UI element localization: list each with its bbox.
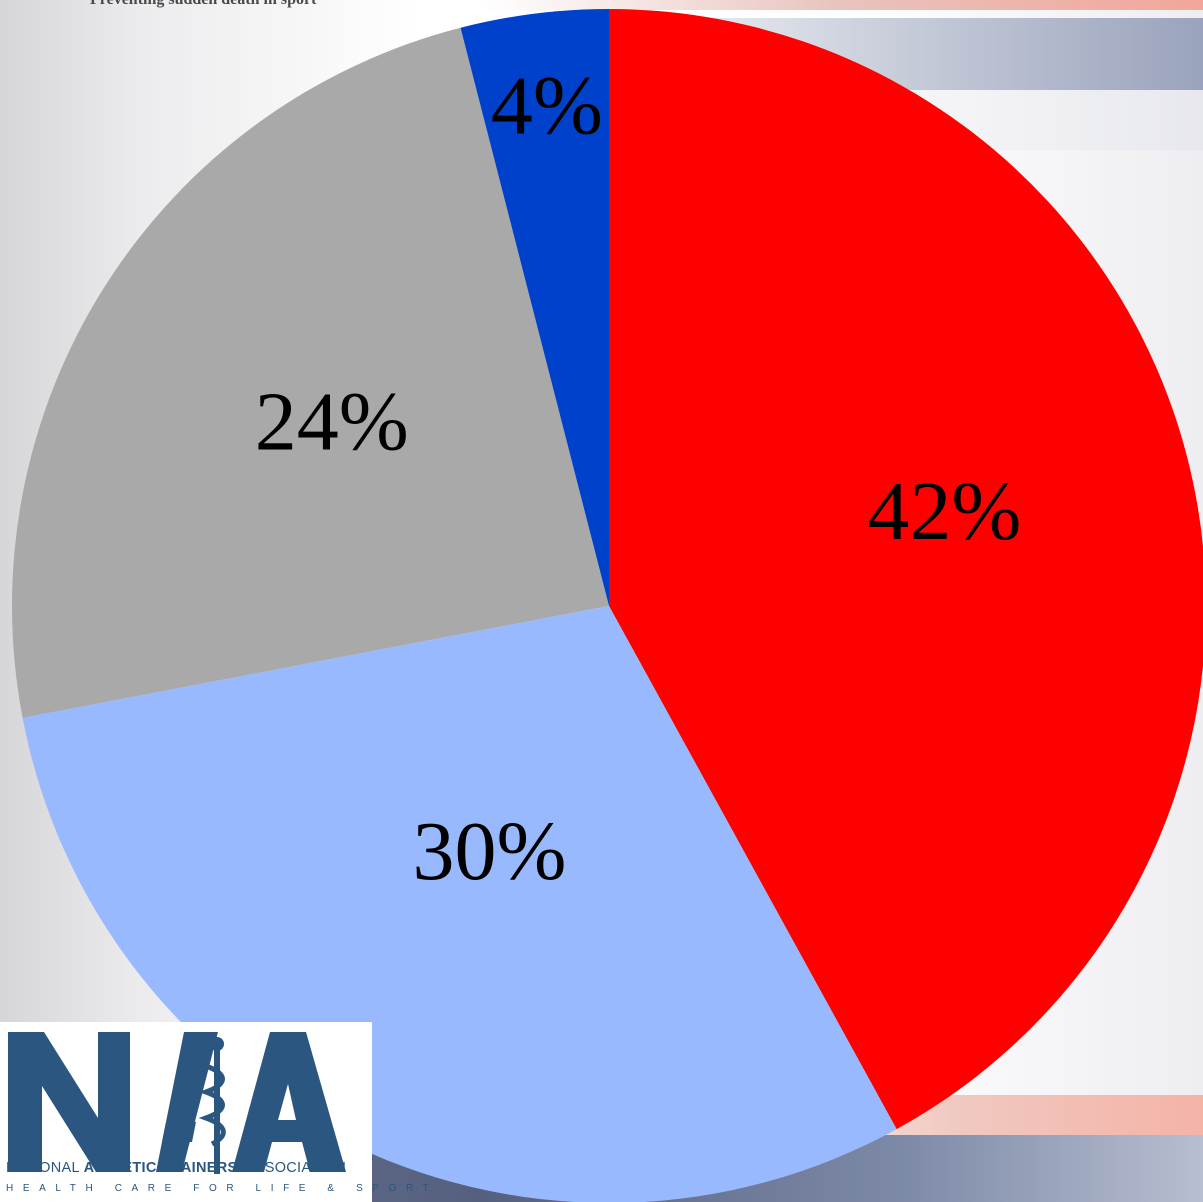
pie-slice-label-1: 42% [867, 465, 1021, 558]
pie-slice-label-3: 24% [255, 375, 409, 468]
nata-logo-letters-icon [8, 1032, 346, 1174]
header-tagline: Preventing sudden death in sport [90, 0, 316, 9]
top-red-band [0, 0, 1203, 10]
pie-slice-label-2: 30% [413, 805, 567, 898]
logo-line1-bold: ATHLETIC TRAINERS' [83, 1160, 242, 1176]
logo-association-name: NATIONAL ATHLETIC TRAINERS' ASSOCIATION [6, 1160, 368, 1176]
nata-logo: NATIONAL ATHLETIC TRAINERS' ASSOCIATION … [0, 1022, 439, 1202]
pie-slice-3 [11, 27, 609, 718]
pie-slice-1 [609, 9, 1203, 1130]
logo-line1-part2: ASSOCIATION [241, 1160, 347, 1176]
pie-slice-label-4: 4% [491, 60, 603, 153]
logo-tagline: HEALTH CARE FOR LIFE & SPORT [6, 1183, 439, 1194]
pie-slice-4 [460, 9, 609, 606]
logo-line1-part1: NATIONAL [6, 1160, 84, 1176]
